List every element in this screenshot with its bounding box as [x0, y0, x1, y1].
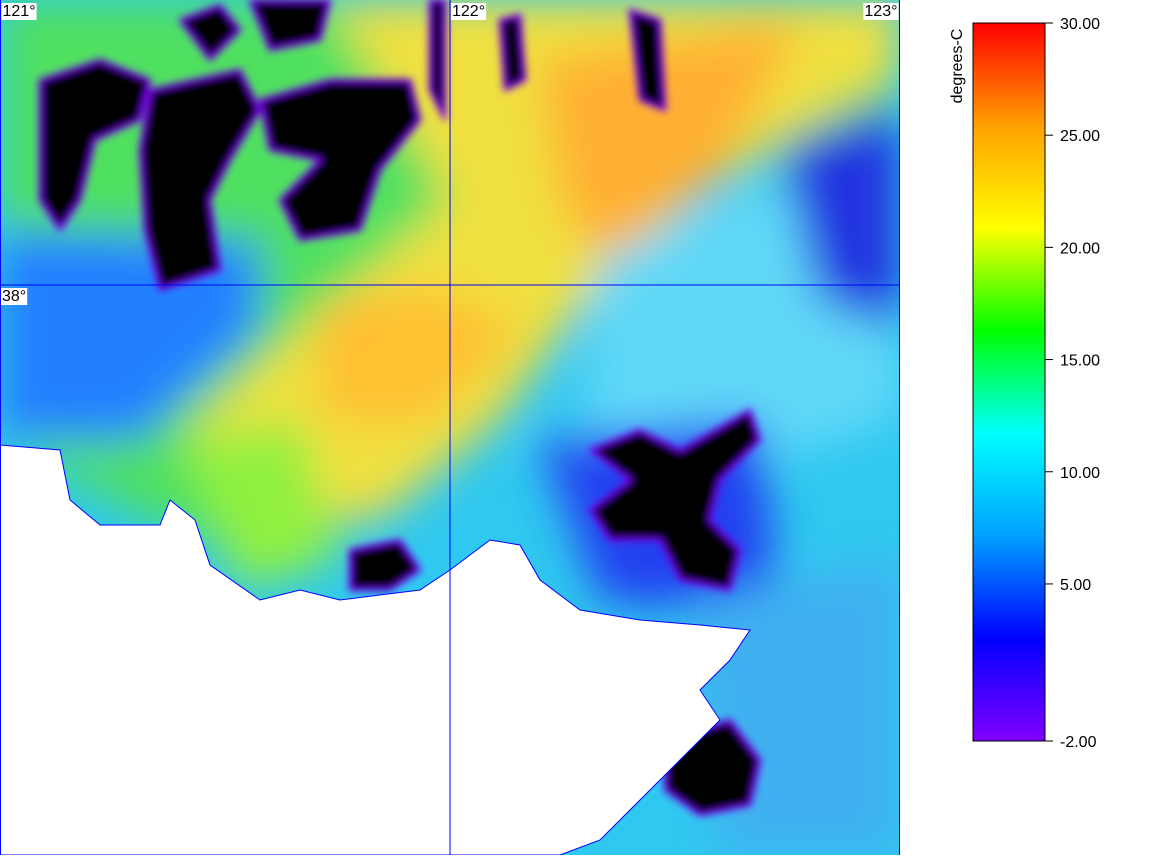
label-background	[451, 3, 487, 20]
label-background	[1, 288, 28, 305]
colorbar	[972, 22, 1046, 742]
colorbar-label: degrees-C	[949, 29, 966, 104]
colorbar-tick-label: -2.00	[1060, 734, 1097, 751]
colorbar-tick-label: 10.00	[1060, 465, 1100, 482]
longitude-label: 121°	[3, 3, 36, 20]
longitude-label: 123°	[864, 3, 897, 20]
colorbar-tick-label: 25.00	[1060, 128, 1100, 145]
colorbar-tick-label: 20.00	[1060, 240, 1100, 257]
colorbar-ticks: 30.00 25.00 20.00 15.00 10.00 5.00 -2.00	[1045, 16, 1100, 751]
latitude-label: 38°	[2, 288, 26, 305]
colorbar-tick-label: 15.00	[1060, 353, 1100, 370]
graticule: 121° 122° 123° 38°	[0, 0, 900, 855]
colorbar-tick-label: 30.00	[1060, 16, 1100, 33]
label-background	[1, 3, 37, 20]
longitude-label: 122°	[452, 3, 485, 20]
colorbar-tick-label: 5.00	[1060, 577, 1091, 594]
label-background	[863, 3, 899, 20]
